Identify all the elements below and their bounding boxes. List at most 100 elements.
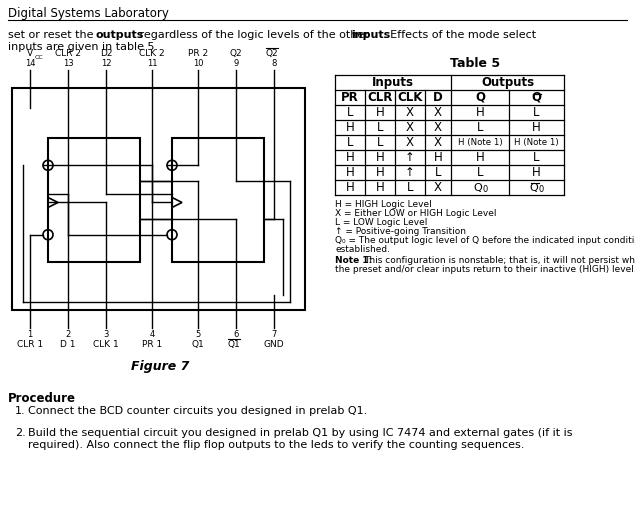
Text: established.: established. xyxy=(335,245,390,254)
Text: X: X xyxy=(406,136,414,149)
Text: L: L xyxy=(533,106,540,119)
Bar xyxy=(12,88,305,310)
Text: V: V xyxy=(27,49,33,58)
Text: PR: PR xyxy=(341,91,359,104)
Text: H: H xyxy=(345,151,354,164)
Text: L = LOW Logic Level: L = LOW Logic Level xyxy=(335,218,427,227)
Text: 2: 2 xyxy=(65,330,70,339)
Text: H (Note 1): H (Note 1) xyxy=(514,138,559,147)
Text: Q: Q xyxy=(475,91,485,104)
Text: D2: D2 xyxy=(100,49,112,58)
Text: GND: GND xyxy=(264,340,284,349)
Text: L: L xyxy=(435,166,441,179)
Text: 10: 10 xyxy=(193,59,203,68)
Text: ↑: ↑ xyxy=(405,151,415,164)
Text: L: L xyxy=(347,106,353,119)
Text: inputs are given in table 5.: inputs are given in table 5. xyxy=(8,42,158,52)
Text: Outputs: Outputs xyxy=(481,76,534,89)
Text: H (Note 1): H (Note 1) xyxy=(458,138,502,147)
Text: the preset and/or clear inputs return to their inactive (HIGH) level.: the preset and/or clear inputs return to… xyxy=(335,265,635,274)
Text: Q: Q xyxy=(531,91,542,104)
Text: 5: 5 xyxy=(196,330,201,339)
Bar xyxy=(48,138,140,262)
Text: Procedure: Procedure xyxy=(8,392,76,405)
Text: Q2: Q2 xyxy=(265,49,278,58)
Bar xyxy=(172,138,264,262)
Text: H: H xyxy=(345,166,354,179)
Text: X: X xyxy=(434,136,442,149)
Text: Connect the BCD counter circuits you designed in prelab Q1.: Connect the BCD counter circuits you des… xyxy=(28,406,367,416)
Text: D: D xyxy=(433,91,443,104)
Text: PR 1: PR 1 xyxy=(142,340,162,349)
Text: Q: Q xyxy=(529,182,538,193)
Text: Q: Q xyxy=(474,182,483,193)
Text: H: H xyxy=(376,166,384,179)
Text: Note 1:: Note 1: xyxy=(335,256,372,265)
Text: H: H xyxy=(434,151,443,164)
Text: 13: 13 xyxy=(63,59,73,68)
Text: H: H xyxy=(476,106,485,119)
Text: H: H xyxy=(476,151,485,164)
Text: L: L xyxy=(477,121,483,134)
Text: set or reset the: set or reset the xyxy=(8,30,97,40)
Text: 2.: 2. xyxy=(15,428,26,438)
Text: ↑: ↑ xyxy=(405,166,415,179)
Text: Q2: Q2 xyxy=(230,49,243,58)
Text: H: H xyxy=(345,181,354,194)
Text: Build the sequential circuit you designed in prelab Q1 by using IC 7474 and exte: Build the sequential circuit you designe… xyxy=(28,428,573,438)
Text: 7: 7 xyxy=(271,330,277,339)
Text: X: X xyxy=(406,121,414,134)
Text: Inputs: Inputs xyxy=(372,76,414,89)
Text: regardless of the logic levels of the other: regardless of the logic levels of the ot… xyxy=(136,30,372,40)
Text: H: H xyxy=(345,121,354,134)
Text: 12: 12 xyxy=(101,59,111,68)
Text: X: X xyxy=(434,121,442,134)
Text: 8: 8 xyxy=(271,59,277,68)
Text: L: L xyxy=(377,136,384,149)
Text: inputs: inputs xyxy=(351,30,391,40)
Text: 0: 0 xyxy=(539,185,544,194)
Text: CLK 1: CLK 1 xyxy=(93,340,119,349)
Text: 11: 11 xyxy=(147,59,157,68)
Text: Q₀ = The output logic level of Q before the indicated input conditions were: Q₀ = The output logic level of Q before … xyxy=(335,236,635,245)
Text: 14: 14 xyxy=(25,59,36,68)
Text: This configuration is nonstable; that is, it will not persist when either: This configuration is nonstable; that is… xyxy=(364,256,635,265)
Text: X: X xyxy=(406,106,414,119)
Text: CC: CC xyxy=(35,55,44,60)
Text: H: H xyxy=(376,151,384,164)
Text: CLR 2: CLR 2 xyxy=(55,49,81,58)
Text: X: X xyxy=(434,181,442,194)
Text: Q1: Q1 xyxy=(227,340,241,349)
Text: CLK: CLK xyxy=(398,91,423,104)
Text: outputs: outputs xyxy=(96,30,144,40)
Text: L: L xyxy=(407,181,413,194)
Text: Digital Systems Laboratory: Digital Systems Laboratory xyxy=(8,7,169,20)
Text: 1.: 1. xyxy=(15,406,25,416)
Text: 0: 0 xyxy=(483,185,488,194)
Text: L: L xyxy=(477,166,483,179)
Text: 9: 9 xyxy=(234,59,239,68)
Text: ↑ = Positive-going Transition: ↑ = Positive-going Transition xyxy=(335,227,466,236)
Text: D 1: D 1 xyxy=(60,340,76,349)
Text: required). Also connect the flip flop outputs to the leds to verify the counting: required). Also connect the flip flop ou… xyxy=(28,440,525,450)
Text: H: H xyxy=(532,166,541,179)
Text: 4: 4 xyxy=(149,330,155,339)
Text: 6: 6 xyxy=(233,330,239,339)
Text: CLK 2: CLK 2 xyxy=(139,49,165,58)
Text: L: L xyxy=(377,121,384,134)
Text: H: H xyxy=(376,181,384,194)
Text: 1: 1 xyxy=(27,330,32,339)
Text: H: H xyxy=(532,121,541,134)
Text: H: H xyxy=(376,106,384,119)
Text: Table 5: Table 5 xyxy=(450,57,500,70)
Text: Q1: Q1 xyxy=(192,340,204,349)
Text: H = HIGH Logic Level: H = HIGH Logic Level xyxy=(335,200,432,209)
Text: Figure 7: Figure 7 xyxy=(131,360,189,373)
Text: 3: 3 xyxy=(104,330,109,339)
Text: PR 2: PR 2 xyxy=(188,49,208,58)
Text: CLR 1: CLR 1 xyxy=(17,340,43,349)
Text: L: L xyxy=(533,151,540,164)
Text: X = Either LOW or HIGH Logic Level: X = Either LOW or HIGH Logic Level xyxy=(335,209,497,218)
Text: CLR: CLR xyxy=(367,91,392,104)
Text: L: L xyxy=(347,136,353,149)
